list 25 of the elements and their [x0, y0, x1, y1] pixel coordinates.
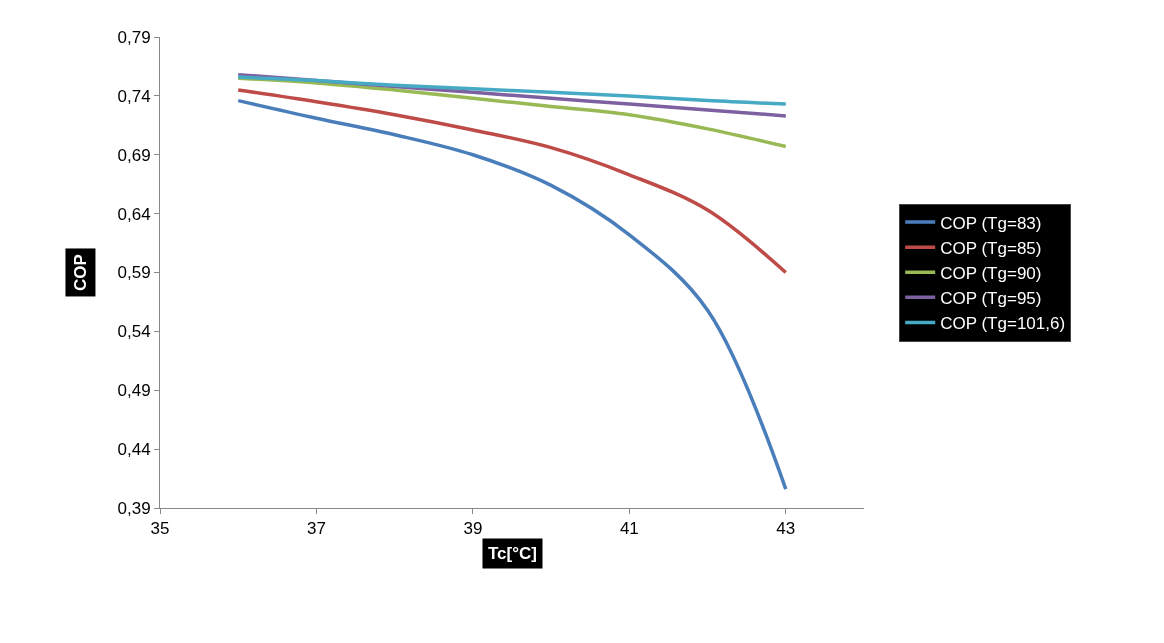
- y-tick-label: 0,54: [117, 322, 151, 342]
- legend-label: COP (Tg=95): [940, 288, 1042, 308]
- y-tick-label: 0,59: [117, 263, 151, 283]
- x-tick-label: 39: [463, 519, 483, 539]
- y-tick-label: 0,74: [117, 86, 151, 106]
- legend-label: COP (Tg=83): [940, 213, 1042, 233]
- y-tick-label: 0,39: [117, 498, 151, 518]
- legend-label: COP (Tg=85): [940, 238, 1042, 258]
- y-tick-label: 0,44: [117, 440, 151, 460]
- x-tick-label: 41: [619, 519, 639, 539]
- line-series: [236, 98, 788, 491]
- x-tick-label: 43: [776, 519, 796, 539]
- y-tick-label: 0,49: [117, 381, 151, 401]
- line-series: [236, 76, 788, 149]
- x-tick-label: 35: [150, 519, 170, 539]
- legend-label: COP (Tg=90): [940, 263, 1042, 283]
- line-series: [236, 75, 788, 106]
- y-axis-title: COP: [70, 254, 90, 291]
- y-tick-label: 0,64: [117, 204, 151, 224]
- legend-label: COP (Tg=101,6): [940, 314, 1066, 334]
- y-tick-label: 0,79: [117, 27, 151, 47]
- line-series: [236, 88, 788, 275]
- y-tick-label: 0,69: [117, 145, 151, 165]
- x-axis-title: Tc[°C]: [488, 544, 537, 563]
- x-tick-label: 37: [306, 519, 326, 539]
